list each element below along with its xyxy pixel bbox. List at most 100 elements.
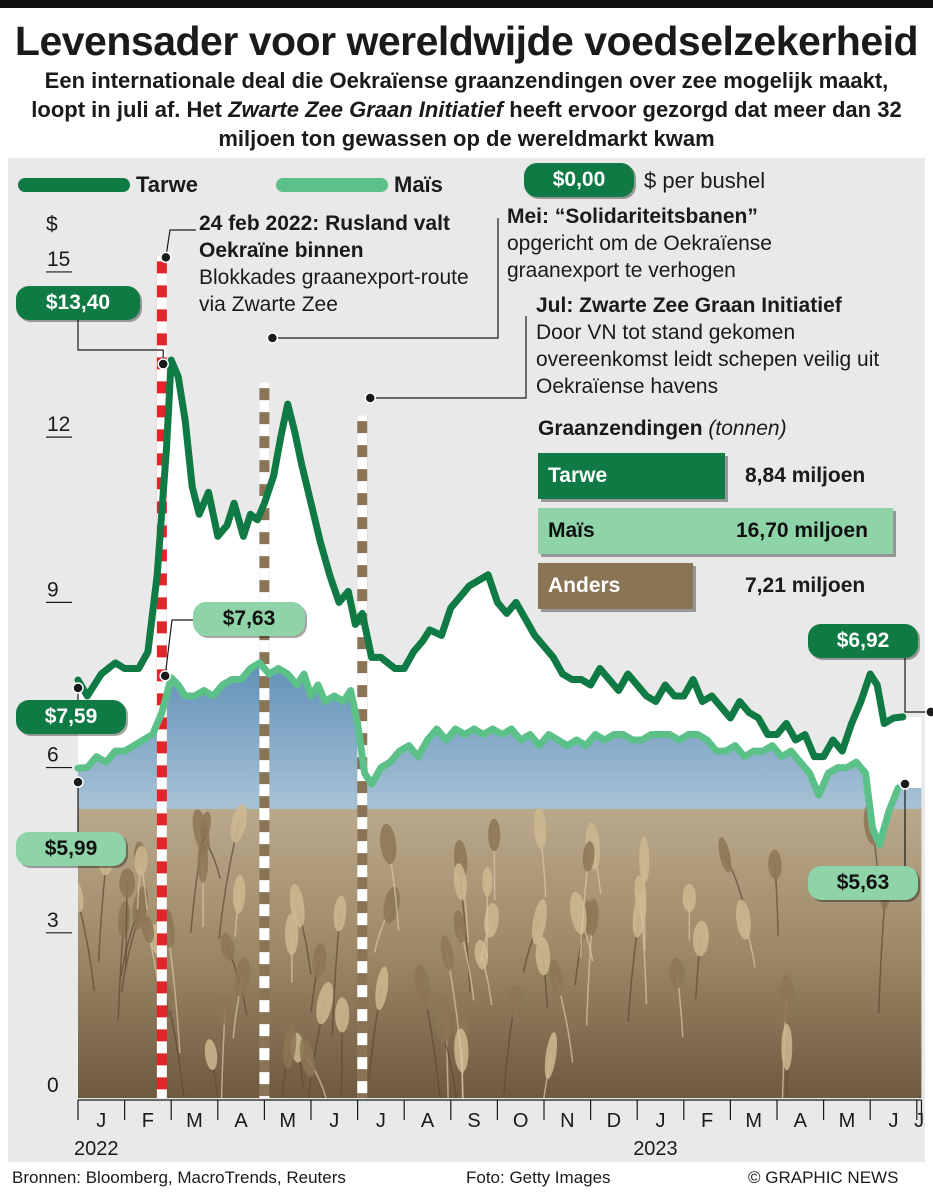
wheat-ear — [284, 913, 299, 956]
y-tick-label: 12 — [47, 413, 70, 436]
x-tick-label: J — [329, 1110, 339, 1132]
leader-july — [370, 316, 527, 399]
y-tick-label: 0 — [47, 1074, 59, 1097]
leader-corn-start-dot — [72, 776, 84, 788]
callout-wheat-peak: $13,40 — [16, 286, 140, 320]
wheat-ear — [335, 997, 350, 1033]
grain-value-1: 16,70 miljoen — [736, 519, 868, 542]
wheat-ear — [380, 823, 397, 865]
y-axis-label: $ — [46, 213, 58, 236]
callout-corn-start: $5,99 — [16, 832, 126, 866]
leader-may-dot — [266, 332, 279, 344]
legend-wheat-label: Tarwe — [136, 172, 198, 197]
wheat-ear — [692, 920, 709, 957]
x-tick-label: F — [142, 1110, 154, 1132]
annotation-invasion-title: 24 feb 2022: Rusland valt Oekraïne binne… — [199, 212, 450, 262]
unit-text: $ per bushel — [644, 168, 766, 193]
footer-photo: Foto: Getty Images — [466, 1168, 611, 1187]
wheat-ear — [316, 981, 334, 1025]
x-tick-label: J — [656, 1110, 666, 1132]
x-tick-label: S — [467, 1110, 480, 1132]
annotation-invasion: 24 feb 2022: Rusland valt Oekraïne binne… — [199, 210, 489, 318]
leader-july-dot — [364, 392, 377, 404]
x-tick-label: M — [186, 1110, 203, 1132]
annotation-invasion-body: Blokkades graanexport-route via Zwarte Z… — [199, 266, 469, 316]
x-tick-label: A — [794, 1110, 808, 1132]
wheat-ear — [586, 898, 599, 936]
x-tick-label: J — [96, 1110, 106, 1132]
x-tick-label: M — [745, 1110, 762, 1132]
x-tick-label: A — [234, 1110, 248, 1132]
leader-corn-end-dot — [899, 778, 911, 790]
page-subtitle: Een internationale deal die Oekraïense g… — [30, 66, 903, 153]
x-tick-label: M — [279, 1110, 296, 1132]
wheat-ear — [132, 886, 148, 925]
wheat-ear — [134, 845, 148, 876]
subtitle-part1: Een internationale deal die Oekraïense g… — [31, 68, 889, 122]
x-tick-label: A — [421, 1110, 435, 1132]
legend-corn-label: Maïs — [394, 172, 443, 197]
y-tick-label: 3 — [47, 909, 59, 932]
grain-shipments-title: Graanzendingen (tonnen) — [538, 417, 787, 441]
x-tick-label: N — [560, 1110, 574, 1132]
legend-wheat: Tarwe — [18, 172, 198, 198]
wheat-ear — [119, 868, 136, 898]
wheat-ear — [718, 837, 732, 873]
wheat-ear — [234, 957, 251, 998]
leader-lines — [72, 218, 933, 866]
wheat-ear — [531, 899, 547, 945]
wheat-ear — [453, 910, 466, 943]
wheat-ear — [582, 841, 595, 872]
series-line-corn — [74, 659, 902, 849]
year-label: 2022 — [74, 1138, 119, 1160]
leader-corn-peak-dot — [159, 670, 171, 682]
field-fill — [78, 808, 922, 1098]
grain-value-2: 7,21 miljoen — [745, 574, 866, 597]
wheat-ear — [78, 878, 84, 913]
x-tick-label: M — [839, 1110, 856, 1132]
callout-corn-end: $5,63 — [808, 866, 918, 900]
wheat-ear — [197, 841, 209, 883]
wheat-ear — [634, 875, 647, 910]
x-tick-label: F — [701, 1110, 713, 1132]
wheat-ear — [375, 966, 389, 1011]
wheat-ear — [312, 943, 327, 978]
callout-wheat-start: $7,59 — [16, 700, 126, 734]
leader-corn-peak — [164, 619, 193, 676]
annotation-may: Mei: “Solidariteitsbanen” opgericht om d… — [507, 203, 827, 284]
year-label: 2023 — [633, 1138, 678, 1160]
annotation-july: Jul: Zwarte Zee Graan Initiatief Door VN… — [536, 292, 916, 400]
wheat-ear — [549, 959, 564, 997]
wheat-ear — [533, 807, 547, 850]
unit-pill: $0,00 — [524, 163, 634, 197]
wheat-ear — [669, 958, 685, 988]
wheat-ear — [333, 895, 347, 932]
leader-invasion — [165, 229, 196, 258]
page-title: Levensader voor wereldwijde voedselzeker… — [14, 18, 919, 64]
leader-wheat-end — [904, 658, 931, 713]
annotation-may-body: opgericht om de Oekraïense graanexport t… — [507, 232, 772, 282]
x-tick-label: J — [914, 1110, 924, 1132]
grain-bar-0: Tarwe — [538, 453, 725, 499]
series-lines — [74, 356, 907, 849]
wheat-ear — [220, 932, 235, 961]
leader-wheat-end-dot — [925, 706, 933, 718]
y-tick-label: 9 — [47, 578, 59, 601]
legend-wheat-swatch — [18, 178, 130, 192]
wheat-ear — [781, 1024, 793, 1071]
legend-corn: Maïs — [276, 172, 443, 198]
grain-shipments-unit: (tonnen) — [708, 417, 787, 440]
wheat-ear — [453, 863, 467, 901]
legend-corn-swatch — [276, 178, 388, 192]
wheat-ear — [230, 804, 247, 843]
wheat-ear — [204, 1039, 218, 1071]
wheat-ear — [440, 935, 454, 971]
wheat-ear — [218, 995, 232, 1025]
grain-shipments-title-text: Graanzendingen — [538, 417, 703, 440]
wheat-ear — [778, 974, 794, 1023]
wheat-ear — [141, 915, 155, 944]
wheat-ear — [414, 964, 432, 1011]
wheat-ear — [482, 867, 493, 897]
